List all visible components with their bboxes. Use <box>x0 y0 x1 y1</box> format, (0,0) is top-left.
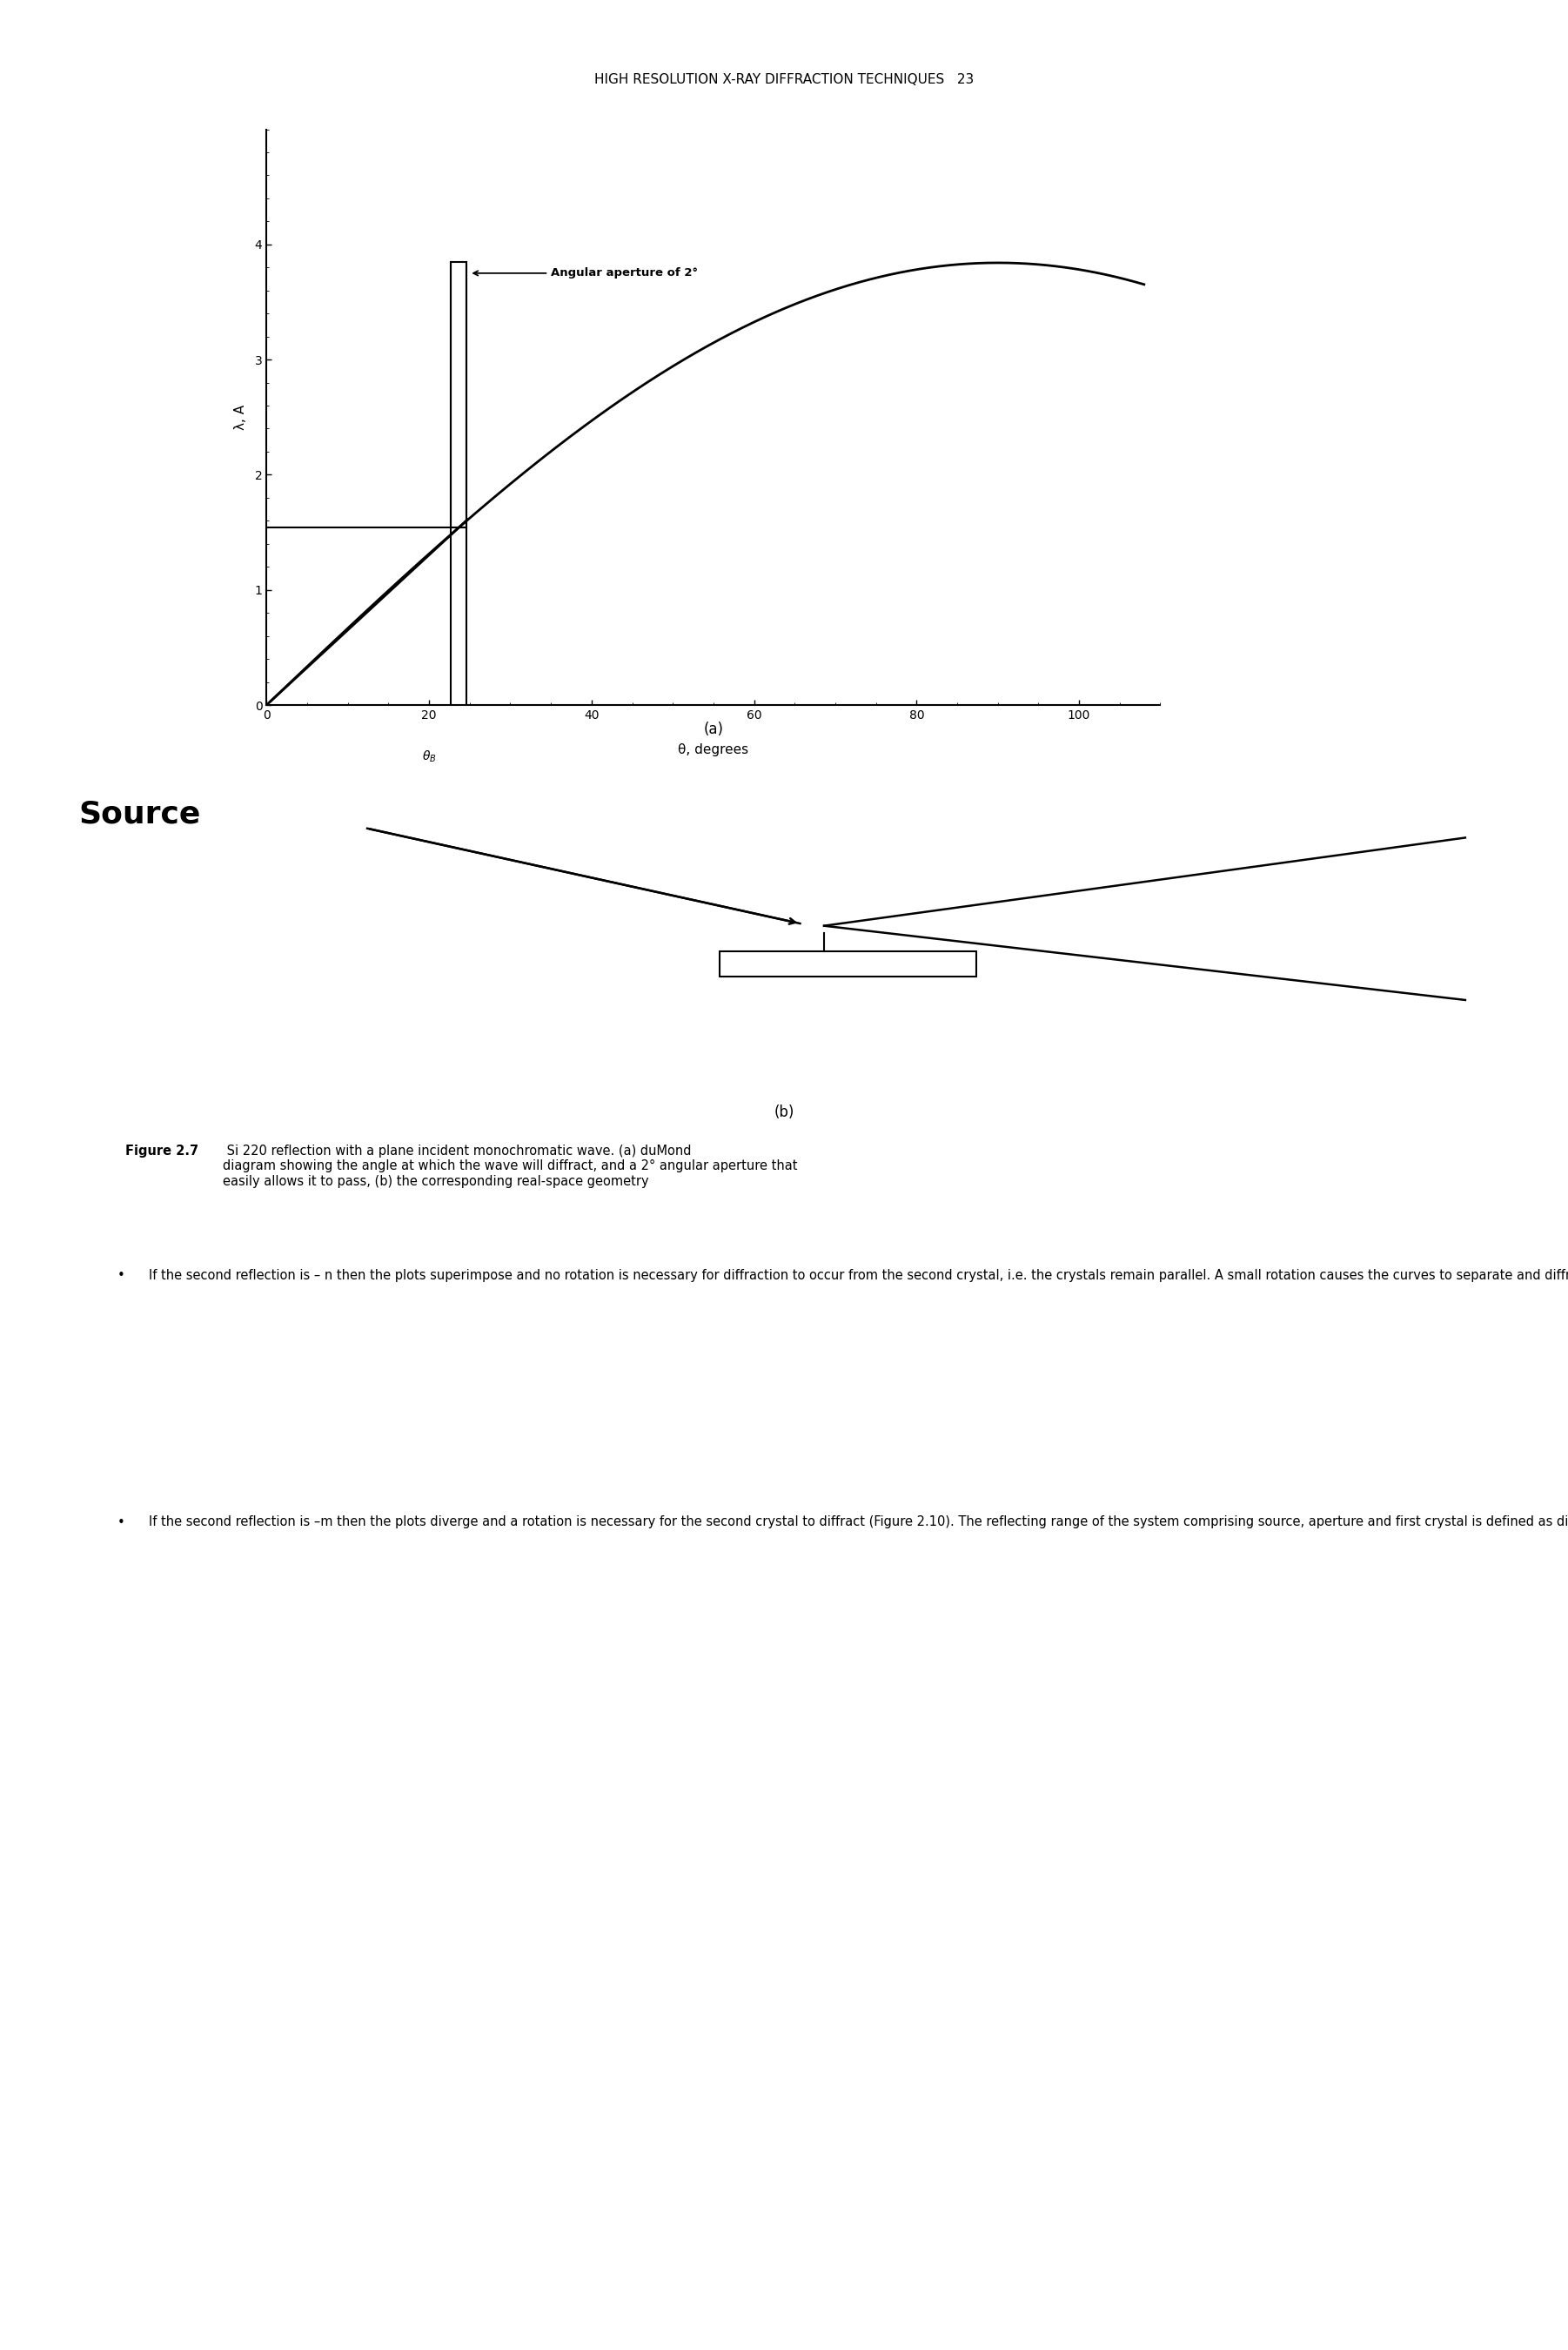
Y-axis label: λ, A: λ, A <box>234 404 248 430</box>
Text: (a): (a) <box>704 721 723 738</box>
Text: If the second reflection is –m then the plots diverge and a rotation is necessar: If the second reflection is –m then the … <box>149 1516 1568 1530</box>
Text: Source: Source <box>78 799 201 830</box>
Text: Si 220 reflection with a plane incident monochromatic wave. (a) duMond
diagram s: Si 220 reflection with a plane incident … <box>223 1144 798 1187</box>
Text: HIGH RESOLUTION X-RAY DIFFRACTION TECHNIQUES   23: HIGH RESOLUTION X-RAY DIFFRACTION TECHNI… <box>594 73 974 87</box>
Text: •: • <box>118 1516 125 1530</box>
Text: If the second reflection is – n then the plots superimpose and no rotation is ne: If the second reflection is – n then the… <box>149 1269 1568 1283</box>
Text: Figure 2.7: Figure 2.7 <box>125 1144 199 1159</box>
Text: (b): (b) <box>775 1104 793 1121</box>
X-axis label: θ, degrees: θ, degrees <box>677 743 750 757</box>
Bar <box>720 952 977 978</box>
Text: Angular aperture of 2°: Angular aperture of 2° <box>474 268 698 280</box>
Bar <box>450 261 467 529</box>
Text: •: • <box>118 1269 125 1283</box>
Text: $\theta_B$: $\theta_B$ <box>422 750 436 764</box>
